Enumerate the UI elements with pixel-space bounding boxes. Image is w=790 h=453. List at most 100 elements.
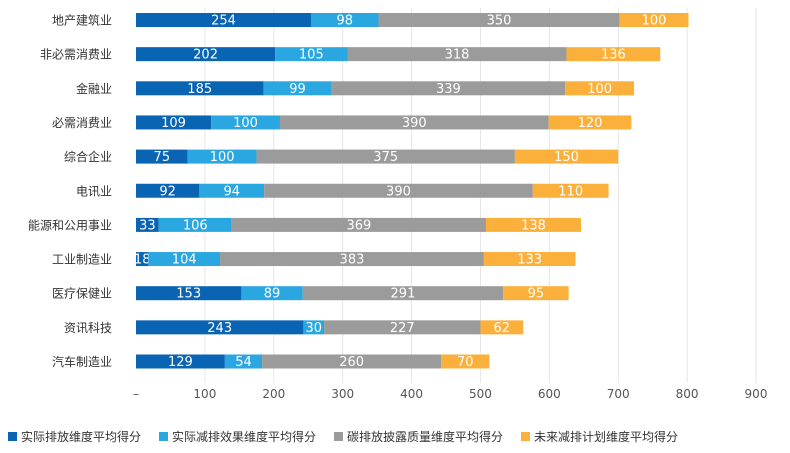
x-tick-label-7: 700 <box>607 387 630 401</box>
bar-segment-7-1 <box>148 252 221 267</box>
data-label-8-1: 89 <box>264 287 281 302</box>
bar-segment-10-0 <box>136 354 225 369</box>
data-label-2-2: 339 <box>436 82 461 97</box>
data-label-4-2: 375 <box>373 150 398 165</box>
bar-segment-0-2 <box>378 13 620 27</box>
data-label-3-0: 109 <box>161 116 186 131</box>
data-label-0-2: 350 <box>487 14 512 29</box>
data-label-9-0: 243 <box>207 321 232 336</box>
data-label-7-0: 18 <box>134 253 151 268</box>
bar-segment-3-0 <box>136 115 212 130</box>
data-label-9-3: 62 <box>494 321 511 336</box>
x-tick-label-2: 200 <box>262 387 285 401</box>
category-label-2: 金融业 <box>76 81 112 96</box>
bar-segment-7-0 <box>136 252 149 267</box>
legend-item-disclosure-quality: 碳排放披露质量维度平均得分 <box>334 428 503 445</box>
bar-segment-2-1 <box>263 81 332 96</box>
data-label-4-0: 75 <box>154 150 171 165</box>
data-label-6-2: 369 <box>346 218 371 233</box>
data-label-6-1: 106 <box>183 218 208 233</box>
category-label-8: 医疗保健业 <box>52 287 112 301</box>
legend-item-actual-emission: 实际排放维度平均得分 <box>8 428 141 445</box>
data-label-0-1: 98 <box>336 14 353 29</box>
data-label-9-1: 30 <box>305 321 322 336</box>
data-label-10-1: 54 <box>235 355 252 370</box>
data-label-1-2: 318 <box>445 48 470 63</box>
category-label-7: 工业制造业 <box>52 253 112 267</box>
category-label-4: 综合企业 <box>64 149 112 164</box>
x-tick-label-3: 300 <box>331 387 354 401</box>
data-label-2-3: 100 <box>587 82 612 97</box>
bar-segment-3-1 <box>211 115 280 130</box>
data-label-8-3: 95 <box>528 287 545 302</box>
x-tick-label-4: 400 <box>400 387 423 401</box>
legend: 实际排放维度平均得分 实际减排效果维度平均得分 碳排放披露质量维度平均得分 未来… <box>8 428 696 445</box>
bar-segment-4-0 <box>136 149 188 164</box>
data-label-6-0: 33 <box>139 218 156 233</box>
legend-item-reduction-effect: 实际减排效果维度平均得分 <box>159 428 316 445</box>
bar-segment-10-3 <box>441 354 490 369</box>
bar-segment-0-1 <box>310 13 379 27</box>
bar-segment-7-2 <box>220 252 484 267</box>
bar-segment-8-2 <box>302 286 504 301</box>
bar-segment-0-0 <box>136 13 311 27</box>
category-label-0: 地产建筑业 <box>52 13 112 28</box>
bar-segment-6-0 <box>136 217 159 232</box>
data-label-10-0: 129 <box>168 355 193 370</box>
data-label-2-1: 99 <box>289 82 306 97</box>
data-label-1-3: 136 <box>601 48 626 63</box>
x-tick-label-5: 500 <box>469 387 492 401</box>
bar-segment-3-2 <box>279 115 549 130</box>
data-label-2-0: 185 <box>187 82 212 97</box>
bar-segment-5-3 <box>532 183 609 198</box>
bar-segment-8-1 <box>241 286 303 301</box>
bar-segment-6-3 <box>485 217 582 232</box>
data-label-10-3: 70 <box>457 355 474 370</box>
legend-label-actual-emission: 实际排放维度平均得分 <box>21 430 142 444</box>
category-label-10: 汽车制造业 <box>52 354 112 369</box>
data-label-4-3: 150 <box>554 150 579 165</box>
bar-segment-4-2 <box>256 149 515 164</box>
bar-segment-8-0 <box>136 286 242 301</box>
data-label-5-1: 94 <box>223 184 240 199</box>
data-label-8-0: 153 <box>176 287 201 302</box>
bar-segment-4-3 <box>514 149 619 164</box>
legend-label-future-plan: 未来减排计划维度平均得分 <box>534 430 679 444</box>
x-tick-label-0: – <box>133 387 139 401</box>
data-label-3-1: 100 <box>233 116 258 131</box>
bar-segment-9-2 <box>324 320 481 335</box>
category-label-3: 必需消费业 <box>52 116 112 130</box>
bar-segment-5-0 <box>136 183 200 198</box>
bar-segment-2-3 <box>565 81 635 96</box>
bar-segment-5-1 <box>199 183 265 198</box>
data-label-5-2: 390 <box>386 184 411 199</box>
data-label-0-0: 254 <box>211 14 236 29</box>
data-label-9-2: 227 <box>390 321 415 336</box>
bar-segment-8-3 <box>503 286 569 301</box>
bar-segment-1-1 <box>275 47 348 62</box>
legend-swatch-disclosure-quality <box>334 432 344 441</box>
category-label-1: 非必需消费业 <box>40 48 112 62</box>
legend-label-reduction-effect: 实际减排效果维度平均得分 <box>172 430 317 444</box>
bar-segment-1-2 <box>347 47 567 62</box>
bar-segment-9-3 <box>480 320 524 335</box>
x-tick-label-9: 900 <box>745 387 768 401</box>
category-label-9: 资讯科技 <box>64 321 112 335</box>
x-tick-label-8: 800 <box>676 387 699 401</box>
bar-segment-1-3 <box>566 47 661 62</box>
bar-segment-6-2 <box>231 217 486 232</box>
data-label-7-3: 133 <box>517 253 542 268</box>
legend-label-disclosure-quality: 碳排放披露质量维度平均得分 <box>347 430 504 444</box>
bar-segment-2-0 <box>136 81 264 96</box>
legend-swatch-future-plan <box>521 432 531 441</box>
x-tick-label-6: 600 <box>538 387 561 401</box>
bar-segment-9-0 <box>136 320 304 335</box>
bar-segment-6-1 <box>158 217 232 232</box>
bar-segment-0-3 <box>619 13 689 27</box>
data-label-7-2: 383 <box>340 253 365 268</box>
legend-swatch-reduction-effect <box>159 432 169 441</box>
bar-segment-10-2 <box>262 354 442 369</box>
bar-segment-3-3 <box>548 115 632 130</box>
bar-segment-10-1 <box>224 354 263 369</box>
legend-item-future-plan: 未来减排计划维度平均得分 <box>521 428 678 445</box>
